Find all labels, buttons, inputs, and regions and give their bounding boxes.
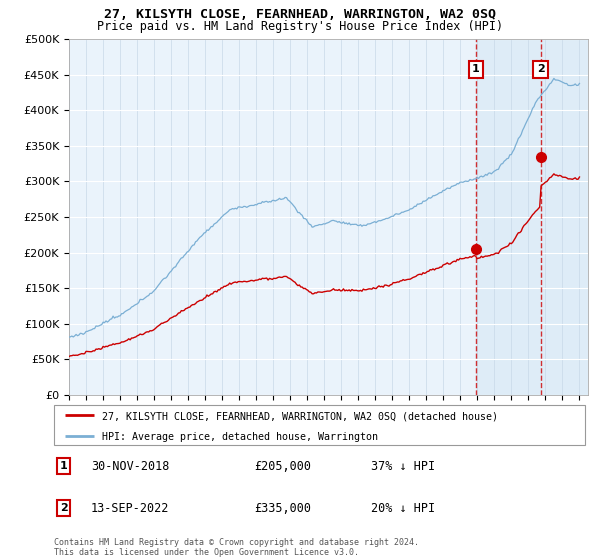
Text: £335,000: £335,000 <box>254 502 311 515</box>
Text: £205,000: £205,000 <box>254 460 311 473</box>
Text: 1: 1 <box>59 461 67 471</box>
Text: 2: 2 <box>536 64 544 74</box>
Text: 1: 1 <box>472 64 480 74</box>
Text: Contains HM Land Registry data © Crown copyright and database right 2024.
This d: Contains HM Land Registry data © Crown c… <box>54 538 419 557</box>
Text: 37% ↓ HPI: 37% ↓ HPI <box>371 460 435 473</box>
Text: HPI: Average price, detached house, Warrington: HPI: Average price, detached house, Warr… <box>102 432 378 442</box>
FancyBboxPatch shape <box>54 405 585 445</box>
Text: 13-SEP-2022: 13-SEP-2022 <box>91 502 169 515</box>
Text: Price paid vs. HM Land Registry's House Price Index (HPI): Price paid vs. HM Land Registry's House … <box>97 20 503 32</box>
Bar <box>476 39 588 395</box>
Text: 2: 2 <box>59 503 67 513</box>
Text: 30-NOV-2018: 30-NOV-2018 <box>91 460 169 473</box>
Text: 27, KILSYTH CLOSE, FEARNHEAD, WARRINGTON, WA2 0SQ: 27, KILSYTH CLOSE, FEARNHEAD, WARRINGTON… <box>104 8 496 21</box>
Text: 20% ↓ HPI: 20% ↓ HPI <box>371 502 435 515</box>
Text: 27, KILSYTH CLOSE, FEARNHEAD, WARRINGTON, WA2 0SQ (detached house): 27, KILSYTH CLOSE, FEARNHEAD, WARRINGTON… <box>102 411 498 421</box>
